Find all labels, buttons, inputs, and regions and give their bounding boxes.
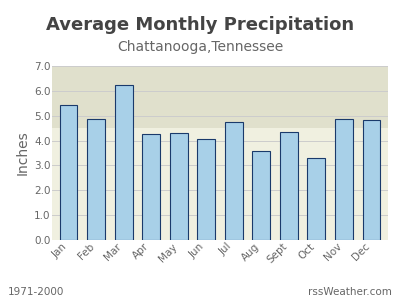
Text: 1971-2000: 1971-2000 xyxy=(8,287,64,297)
Bar xyxy=(142,134,160,240)
Bar xyxy=(225,122,243,240)
Bar xyxy=(52,66,388,128)
Bar xyxy=(197,139,215,240)
Bar xyxy=(362,120,380,240)
Bar xyxy=(115,85,132,240)
Bar xyxy=(87,119,105,240)
Text: rssWeather.com: rssWeather.com xyxy=(308,287,392,297)
Bar xyxy=(252,151,270,240)
Y-axis label: Inches: Inches xyxy=(16,130,30,176)
Bar xyxy=(308,158,325,240)
Text: Chattanooga,Tennessee: Chattanooga,Tennessee xyxy=(117,40,283,55)
Bar xyxy=(170,133,188,240)
Text: Average Monthly Precipitation: Average Monthly Precipitation xyxy=(46,16,354,34)
Bar xyxy=(280,132,298,240)
Bar xyxy=(335,119,353,240)
Bar xyxy=(60,104,78,240)
